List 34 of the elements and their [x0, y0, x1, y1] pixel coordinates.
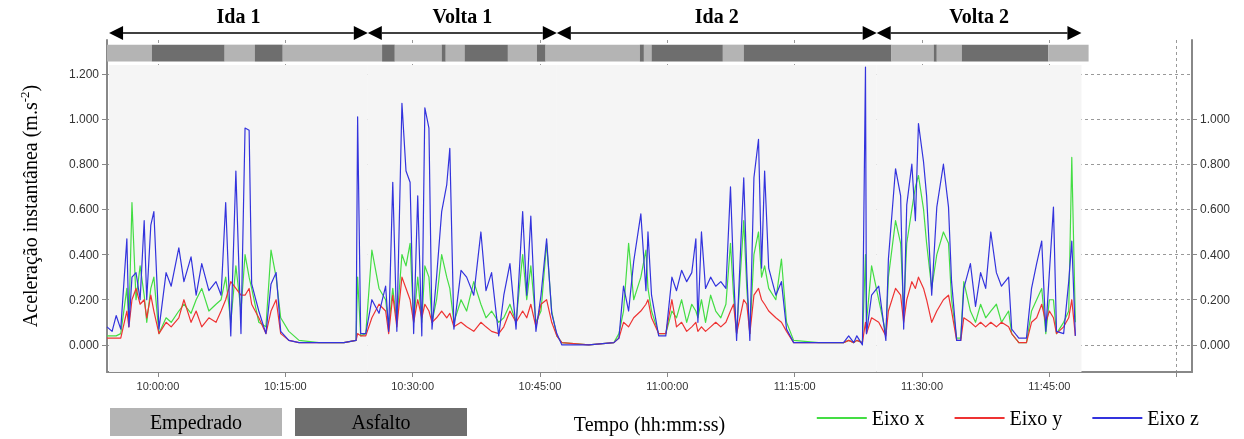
y2-tick-label: 0.400 [1200, 247, 1231, 262]
y2-tick-label: 0.600 [1200, 202, 1231, 217]
x-tick-label: 11:30:00 [901, 379, 944, 392]
y-axis-title: Aceleração instantânea (m.s-2) [17, 84, 42, 328]
y-tick-label: 0.600 [68, 202, 100, 217]
y2-tick-label: 1.000 [1200, 112, 1231, 127]
x-tick-label: 10:45:00 [518, 379, 562, 392]
legend-label: Eixo z [1147, 407, 1200, 429]
legend-label: Eixo y [1009, 407, 1063, 430]
y2-tick-label: 0.200 [1200, 292, 1231, 307]
x-tick-label: 11:45:00 [1028, 379, 1071, 392]
band-label: Volta 2 [949, 5, 1009, 27]
band-label: Volta 1 [432, 5, 493, 27]
line-series [106, 66, 1076, 346]
y-tick-label: 0.400 [68, 247, 100, 262]
x-tick-label: 10:15:00 [263, 379, 307, 392]
x-tick-label: 11:00:00 [646, 379, 689, 392]
band-label: Ida 2 [694, 5, 739, 27]
x-tick-label: 10:30:00 [391, 379, 435, 392]
band-label: Ida 1 [216, 5, 261, 27]
x-tick-label: 11:15:00 [773, 379, 816, 392]
y-tick-label: 0.200 [68, 292, 100, 307]
y-tick-label: 0.800 [68, 157, 100, 172]
legend-label: Eixo x [871, 407, 925, 429]
y2-tick-label: 0.000 [1200, 337, 1231, 352]
y-tick-label: 1.200 [68, 66, 100, 81]
text: Empedrado [149, 411, 243, 434]
x-axis-title: Tempo (hh:mm:ss) [573, 413, 726, 436]
x-tick-label: 10:00:00 [136, 379, 180, 392]
line-series [106, 276, 1076, 346]
text: Asfalto [351, 411, 411, 433]
y-tick-label: 1.000 [68, 112, 100, 127]
y-tick-label: 0.000 [68, 337, 100, 352]
y2-tick-label: 0.800 [1200, 157, 1231, 172]
